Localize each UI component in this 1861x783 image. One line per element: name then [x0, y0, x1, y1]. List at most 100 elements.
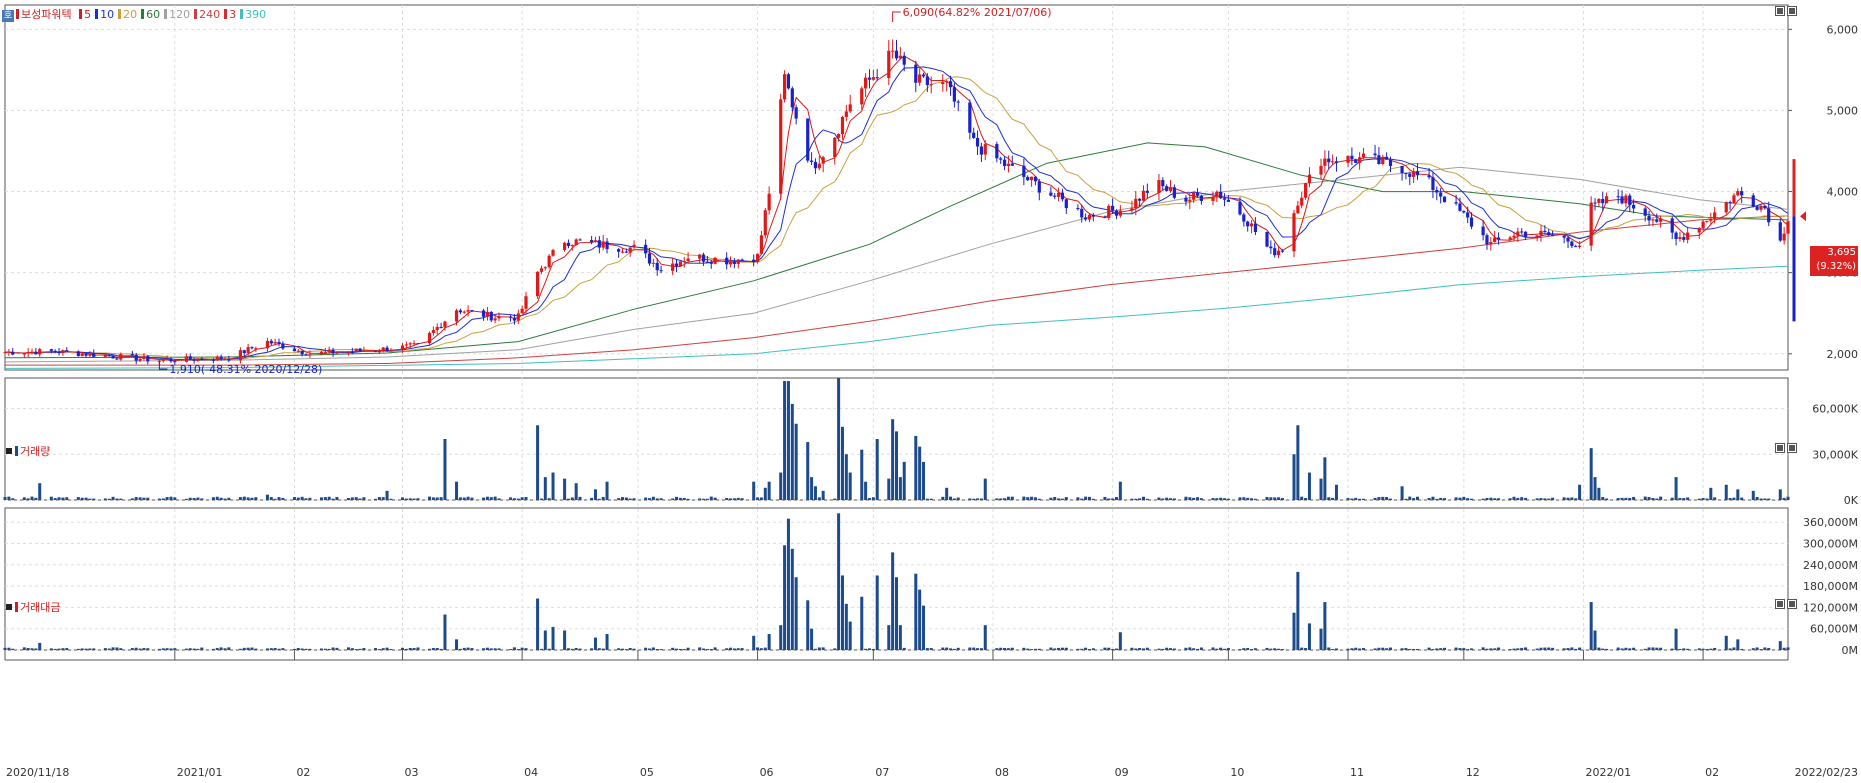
volume-bar [38, 483, 42, 500]
amount-bar [161, 648, 165, 650]
candle-body [891, 50, 895, 52]
amount-bar [462, 647, 466, 650]
volume-bar [277, 497, 281, 500]
volume-bar [570, 497, 574, 500]
candle-body [1064, 199, 1068, 209]
ma-legend: 5 10 20 60 120 240 3 390 [75, 8, 266, 21]
amount-bar [408, 647, 412, 650]
volume-bar [1323, 457, 1327, 500]
volume-bar [7, 496, 11, 500]
candle-body [1087, 214, 1092, 220]
amount-bar [401, 647, 405, 650]
amount-bar [617, 648, 621, 650]
candle-body [968, 102, 972, 133]
amount-bar [968, 647, 972, 650]
candle-body [269, 340, 273, 344]
volume-bar [462, 497, 466, 500]
volume-bar [551, 472, 555, 500]
candle-body [1026, 176, 1030, 181]
candle-body [848, 104, 852, 112]
close-pane-icon[interactable] [1787, 443, 1797, 453]
amount-bar [7, 647, 11, 650]
candle-body [1415, 171, 1420, 176]
amount-bar [1705, 648, 1709, 650]
candle-body [1412, 171, 1416, 177]
amount-bar [219, 647, 223, 650]
amount-bar [265, 648, 269, 650]
chart-mode-icon[interactable]: 호 [2, 10, 14, 22]
amount-bar [686, 647, 690, 650]
volume-bar [1304, 498, 1308, 500]
candle-body [809, 160, 814, 162]
amount-bar [1566, 648, 1570, 650]
amount-bar [1589, 602, 1593, 650]
close-pane-icon[interactable] [1787, 6, 1797, 16]
candle-body [1713, 212, 1717, 219]
volume-bar [763, 487, 767, 500]
candle-body [404, 344, 408, 346]
volume-bar [215, 496, 219, 500]
candle-body [188, 356, 192, 360]
amount-bar [1659, 647, 1663, 650]
amount-bar [1643, 648, 1647, 650]
volume-bar [729, 498, 733, 500]
amount-bar [999, 647, 1003, 650]
amount-bar [354, 649, 358, 650]
volume-bar [1736, 489, 1740, 500]
candle-body [1651, 219, 1655, 221]
amount-bar [377, 649, 381, 650]
candle-body [1643, 208, 1647, 216]
amount-bar [682, 649, 686, 650]
amount-bar [1655, 647, 1659, 650]
ma-legend-swatch [240, 9, 244, 19]
candle-body [593, 240, 598, 243]
x-tick-label: 06 [760, 766, 774, 779]
volume-bar [1709, 487, 1713, 500]
amount-bar [1358, 648, 1362, 650]
candle-body [493, 318, 497, 321]
close-pane-icon[interactable] [1787, 599, 1797, 609]
candle-body [1300, 197, 1304, 206]
volume-bar [740, 498, 744, 500]
amount-bar [1033, 648, 1037, 650]
candle-body [1114, 210, 1119, 216]
candle-body [1616, 196, 1620, 198]
minimize-pane-icon[interactable] [1775, 599, 1785, 609]
amount-bar [840, 575, 844, 650]
candle-body [755, 253, 760, 263]
candle-body [1138, 198, 1142, 201]
volume-tick-label: 0K [1844, 494, 1859, 507]
pane-handle-icon[interactable] [6, 448, 12, 454]
amount-bar [1219, 647, 1223, 650]
candle-body [1211, 196, 1215, 201]
pane-handle-icon[interactable] [6, 604, 12, 610]
candle-body [508, 316, 513, 318]
candle-body [1331, 161, 1335, 163]
candle-body [184, 356, 188, 362]
amount-bar [698, 647, 702, 650]
volume-bar [1331, 497, 1335, 500]
candle-body [1350, 155, 1354, 160]
candle-body [1323, 158, 1327, 166]
amount-bar [1616, 647, 1620, 650]
volume-bar [1678, 497, 1682, 500]
volume-bar [1219, 497, 1223, 500]
minimize-pane-icon[interactable] [1775, 443, 1785, 453]
candle-body [1427, 175, 1431, 178]
candle-body [1550, 235, 1555, 237]
amount-tick-label: 240,000M [1803, 559, 1858, 572]
amount-bar [1111, 649, 1115, 650]
amount-bar [3, 647, 7, 650]
candle-body [1516, 231, 1520, 236]
volume-bar [1157, 497, 1161, 500]
amount-bar [1682, 648, 1686, 650]
candle-body [1601, 199, 1605, 204]
volume-bar [976, 498, 980, 500]
volume-bar [844, 454, 848, 500]
amount-bar [1516, 648, 1520, 650]
amount-bar [439, 648, 443, 650]
amount-bar [543, 630, 547, 650]
minimize-pane-icon[interactable] [1775, 6, 1785, 16]
candle-body [570, 245, 574, 247]
amount-bar [138, 648, 142, 650]
